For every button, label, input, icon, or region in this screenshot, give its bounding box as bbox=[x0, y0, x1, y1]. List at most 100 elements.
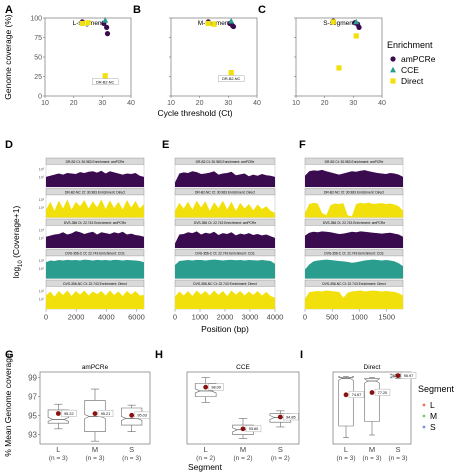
category-label: L bbox=[56, 445, 60, 454]
coverage-area bbox=[175, 259, 275, 279]
bottom-row-ylabel: % Mean Genome coverage bbox=[3, 353, 13, 457]
x-tick-label: 40 bbox=[378, 100, 386, 107]
panel-letter-f: F bbox=[299, 139, 306, 151]
top-row-ylabel: Genome coverage (%) bbox=[3, 14, 13, 100]
y-tick-label: 10¹ bbox=[39, 237, 45, 241]
coverage-panel-3: DR-B2 Ct: 30.983 Enrichment: amPCRe DR-B2… bbox=[303, 157, 404, 322]
x-tick-label: 30 bbox=[98, 100, 106, 107]
mean-label-box bbox=[245, 425, 262, 433]
mean-label-box bbox=[348, 391, 365, 398]
x-tick-label: 0 bbox=[44, 313, 48, 322]
category-label: S bbox=[129, 445, 134, 454]
mean-label-box bbox=[208, 383, 224, 391]
count-label: (n = 3) bbox=[49, 455, 68, 462]
x-tick-label: 4000 bbox=[98, 313, 115, 322]
mean-label-box bbox=[374, 388, 391, 396]
x-tick-label: 10 bbox=[167, 100, 175, 107]
plot-frame bbox=[295, 17, 383, 97]
y-tick-label: 10³ bbox=[39, 229, 45, 233]
data-point-direct bbox=[102, 73, 108, 79]
panel-letter-i: I bbox=[300, 349, 303, 361]
legend-key-ampcre bbox=[390, 56, 396, 62]
mean-point bbox=[343, 392, 349, 398]
track-header-label: DR-B2 Ct: 30.983 Enrichment: amPCRe bbox=[325, 160, 384, 164]
y-tick-label: 10³ bbox=[39, 168, 45, 172]
middle-row-ylabel: log10 (Coverage+1) bbox=[11, 206, 24, 279]
data-point-direct bbox=[336, 65, 342, 71]
x-tick-label: 2000 bbox=[217, 313, 234, 322]
y-tick-label: 10¹ bbox=[39, 176, 45, 180]
track-header-label: DVS-356 Ct: 22.743 Enrichment: amPCRe bbox=[194, 221, 256, 225]
y-tick-label: 99 bbox=[28, 374, 37, 383]
x-tick-label: 30 bbox=[349, 100, 357, 107]
coverage-area bbox=[305, 259, 403, 279]
panel-title: Direct bbox=[364, 364, 381, 371]
mean-label: 77.20 bbox=[378, 391, 388, 395]
data-point-direct bbox=[228, 70, 234, 76]
panel-letter-c: C bbox=[258, 4, 266, 16]
x-tick-label: 0 bbox=[173, 313, 177, 322]
mean-point bbox=[92, 411, 98, 416]
mean-label: 95.97 bbox=[404, 374, 414, 378]
y-tick-label: 10¹ bbox=[39, 298, 45, 302]
data-point-direct bbox=[205, 20, 211, 27]
category-label: M bbox=[92, 445, 98, 454]
y-tick-label: 10³ bbox=[39, 198, 45, 202]
y-tick-label: 50 bbox=[34, 55, 42, 62]
scatter-panel-1: L-segment025507510010203040DR-B2-NC bbox=[30, 16, 135, 108]
panel-title: CCE bbox=[236, 364, 250, 371]
coverage-area bbox=[175, 290, 275, 309]
y-tick-label: 97 bbox=[28, 393, 37, 402]
y-tick-label: 93 bbox=[28, 431, 37, 440]
data-point-direct bbox=[211, 21, 217, 27]
mean-label-box bbox=[400, 372, 417, 379]
segment-legend-title: Segment bbox=[418, 384, 455, 394]
mean-point bbox=[240, 426, 246, 432]
legend-key-s bbox=[422, 425, 426, 429]
mean-label-box bbox=[283, 413, 299, 421]
track-header-label: DVS-356-NC Ct: 22.743 Enrichment: Direct bbox=[322, 282, 385, 286]
y-tick-label: 0 bbox=[38, 94, 42, 101]
track-header-label: DVS-356-C Ct: 22.743 Enrichment: CCE bbox=[65, 251, 125, 255]
coverage-panel-1: DR-B2 Ct: 30.983 Enrichment: amPCRe 10³ 10… bbox=[39, 157, 145, 322]
y-tick-label: 75 bbox=[34, 35, 42, 42]
x-tick-label: 1500 bbox=[378, 313, 395, 322]
legend-label-cce: CCE bbox=[401, 65, 419, 75]
panel-letter-a: A bbox=[5, 4, 13, 16]
x-tick-label: 30 bbox=[224, 100, 232, 107]
x-tick-label: 2000 bbox=[68, 313, 85, 322]
data-point-cce bbox=[102, 17, 109, 23]
bottom-row-xlabel: Segment bbox=[188, 462, 223, 472]
y-tick-label: 95 bbox=[28, 412, 37, 421]
annotation-box bbox=[91, 78, 119, 85]
x-tick-label: 1000 bbox=[351, 313, 368, 322]
x-tick-label: 4000 bbox=[267, 313, 284, 322]
category-label: L bbox=[344, 445, 348, 454]
legend-label-s: S bbox=[430, 422, 436, 432]
legend-label-direct: Direct bbox=[401, 76, 424, 86]
track-header-label: DVS-356-C Ct: 22.743 Enrichment: CCE bbox=[195, 251, 255, 255]
scatter-panel-2: M-segment10203040DR-B2-NC bbox=[167, 17, 261, 107]
y-tick-label: 10³ bbox=[39, 259, 45, 263]
track-header-label: DVS-356-NC Ct: 22.743 Enrichment: Direct bbox=[193, 282, 256, 286]
mean-label: 95.21 bbox=[101, 412, 111, 416]
annotation-label: DR-B2-NC bbox=[222, 77, 240, 81]
mean-label: 74.67 bbox=[352, 393, 362, 397]
panel-letter-g: G bbox=[5, 349, 14, 361]
legend-key-m bbox=[422, 414, 426, 418]
mean-point bbox=[129, 412, 135, 418]
count-label: (n = 2) bbox=[271, 455, 290, 462]
track-header-label: DVS-356 Ct: 22.743 Enrichment: amPCRe bbox=[323, 221, 385, 225]
annotation-box bbox=[217, 75, 245, 82]
mean-label: 94.85 bbox=[286, 415, 296, 419]
x-tick-label: 1000 bbox=[192, 313, 209, 322]
segment-legend: Segment LMS bbox=[418, 384, 455, 432]
data-point-ampcre bbox=[230, 23, 237, 30]
annotation-label: DR-B2-NC bbox=[96, 80, 114, 84]
category-label: S bbox=[278, 445, 283, 454]
top-row-xlabel: Cycle threshold (Ct) bbox=[157, 108, 232, 118]
mean-label-box bbox=[97, 409, 114, 417]
legend-key-direct bbox=[390, 78, 396, 84]
